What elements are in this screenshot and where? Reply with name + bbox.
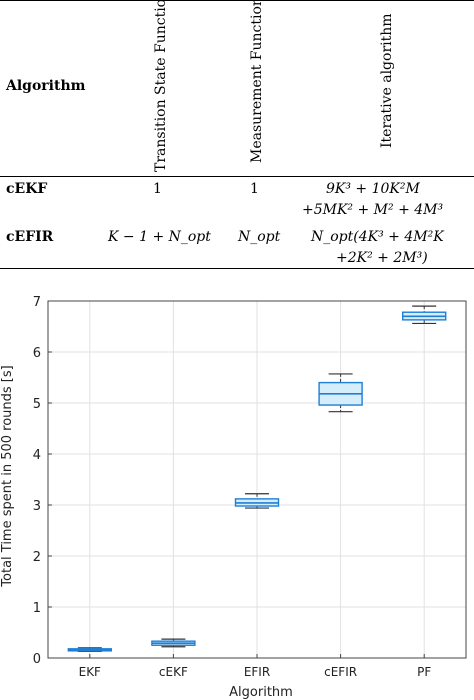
table-mid-rule [0, 176, 474, 177]
plot-frame [47, 300, 467, 659]
x-tick-label-pf: PF [417, 665, 431, 679]
y-tick-label: 0 [33, 652, 41, 667]
header-iterative: Iterative algorithm [379, 13, 395, 148]
row-cekf-iterative-1: 9K³ + 10K²M [326, 181, 420, 197]
y-tick-label: 2 [33, 550, 41, 565]
axis-layer: 0 1 2 3 4 5 6 7 EKF cEKF EFIR cEFIR PF [33, 295, 467, 679]
box-cekf [151, 638, 196, 648]
row-cekf-iterative-2: +5MK² + M² + 4M³ [302, 202, 444, 218]
row-cekf-transition: 1 [153, 181, 162, 197]
x-tick-label-cefir: cEFIR [324, 665, 357, 679]
y-tick-label: 4 [33, 448, 41, 463]
x-tick-label-cekf: cEKF [159, 665, 188, 679]
y-tick-label: 6 [33, 346, 41, 361]
row-cefir-iterative-2: +2K² + 2M³) [336, 250, 428, 266]
y-tick-label: 5 [33, 397, 41, 412]
header-algorithm: Algorithm [6, 78, 86, 94]
x-tick-label-efir: EFIR [244, 665, 270, 679]
box-layer [67, 305, 447, 652]
boxplot-chart: 0 1 2 3 4 5 6 7 EKF cEKF EFIR cEFIR PF Algorithm Tot… [0, 295, 467, 700]
table-bottom-rule [0, 268, 474, 269]
y-axis-title: Total Time spent in 500 rounds [s] [0, 365, 15, 587]
box-efir [234, 493, 280, 509]
row-cekf-name: cEKF [6, 181, 48, 197]
grid-layer [48, 300, 466, 659]
y-tick-label: 7 [33, 295, 41, 310]
row-cefir-transition: K − 1 + N_opt [108, 229, 211, 245]
box-cefir [318, 373, 363, 413]
x-tick-label-ekf: EKF [79, 665, 101, 679]
table-top-rule [0, 0, 474, 1]
y-tick-label: 1 [33, 601, 41, 616]
x-axis-title: Algorithm [229, 685, 293, 700]
row-cekf-measurement: 1 [250, 181, 259, 197]
row-cefir-measurement: N_opt [238, 229, 281, 245]
box-pf [402, 305, 447, 325]
row-cefir-iterative-1: N_opt(4K³ + 4M²K [311, 229, 444, 245]
row-cefir-name: cEFIR [6, 229, 54, 245]
header-transition: Transition State Function [153, 0, 169, 172]
box-ekf [67, 647, 113, 652]
y-tick-label: 3 [33, 499, 41, 514]
header-measurement: Measurement Function [249, 0, 265, 163]
